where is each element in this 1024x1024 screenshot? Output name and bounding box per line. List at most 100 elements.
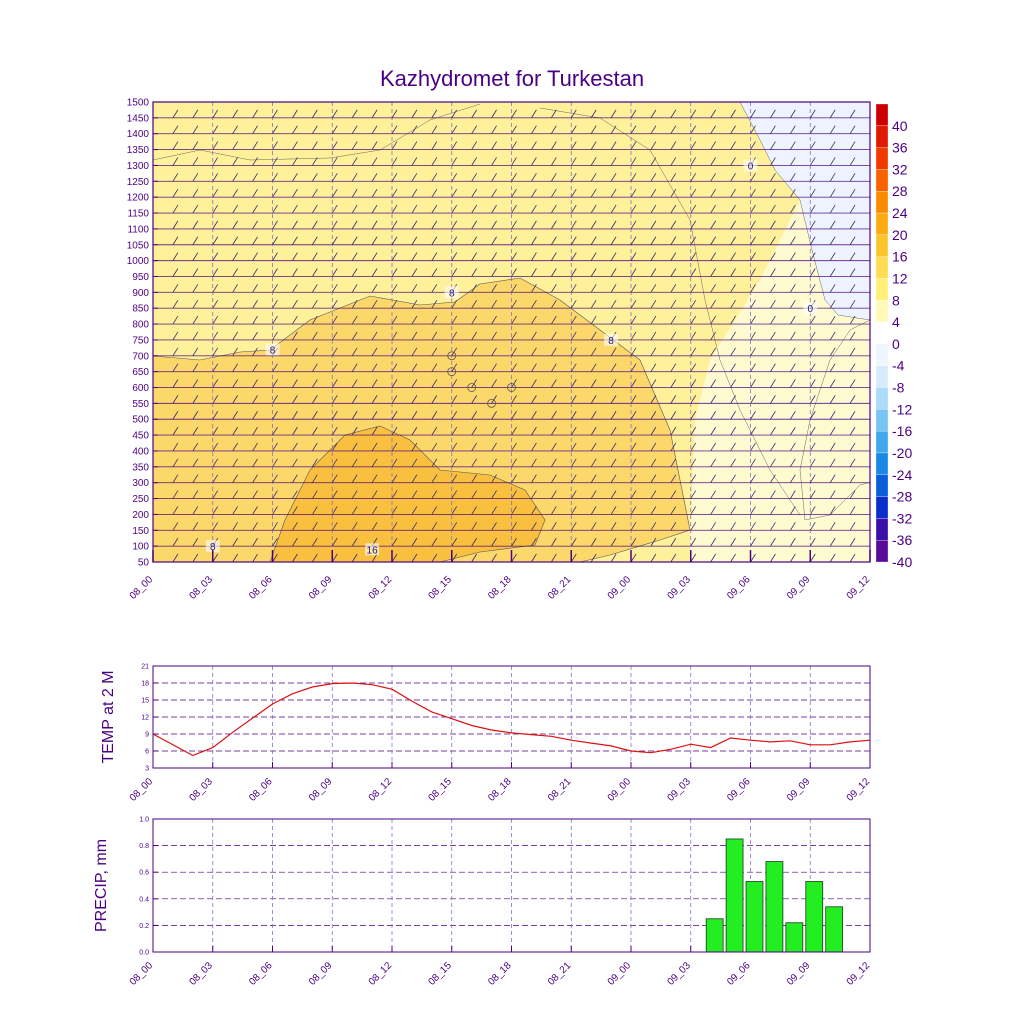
wind-barb	[331, 236, 338, 245]
wind-barb	[311, 537, 318, 547]
wind-barb	[371, 284, 378, 293]
wind-barb	[531, 125, 537, 134]
wind-barb	[570, 284, 577, 293]
wind-barb	[172, 537, 179, 547]
colorbar-label: -4	[892, 358, 905, 374]
wind-barb	[371, 395, 378, 404]
chart-title: Kazhydromet for Turkestan	[380, 66, 644, 91]
wind-barb	[650, 268, 657, 277]
wind-barb	[451, 490, 458, 499]
wind-barb	[451, 506, 458, 515]
wind-barb	[391, 506, 398, 515]
colorbar-swatch	[875, 343, 889, 366]
wind-barb	[789, 173, 796, 182]
wind-barb	[411, 236, 418, 245]
wind-barb	[829, 236, 836, 245]
wind-barb	[829, 379, 836, 388]
wind-barb	[809, 331, 816, 341]
wind-barb	[750, 553, 756, 562]
x-tick-label: 08_00	[128, 776, 156, 804]
wind-barb	[272, 102, 273, 103]
temperature-colorbar: 4036322824201612840-4-8-12-16-20-24-28-3…	[875, 103, 912, 570]
wind-barb	[331, 252, 338, 261]
wind-barb	[232, 379, 239, 388]
wind-barb	[570, 220, 577, 230]
wind-barb	[272, 363, 278, 372]
colorbar-label: 8	[892, 292, 900, 308]
wind-barb	[232, 331, 239, 341]
wind-barb	[690, 125, 697, 134]
wind-barb	[829, 490, 836, 499]
wind-barb	[650, 284, 657, 293]
wind-barb	[511, 141, 517, 150]
wind-barb	[212, 474, 219, 483]
wind-barb	[750, 411, 756, 420]
wind-barb	[192, 331, 199, 341]
wind-barb	[809, 188, 816, 198]
wind-barb	[610, 315, 617, 325]
x-tick-label: 08_15	[426, 574, 454, 602]
wind-barb	[730, 284, 736, 293]
y-tick-label: 800	[132, 320, 149, 331]
wind-barb	[451, 315, 458, 325]
wind-barb	[710, 363, 717, 372]
wind-barb	[471, 220, 478, 230]
wind-barb	[471, 252, 478, 261]
wind-barb	[591, 102, 592, 103]
wind-barb	[789, 347, 796, 357]
colorbar-swatch	[875, 365, 889, 388]
wind-barb	[172, 315, 179, 325]
wind-barb	[431, 220, 438, 230]
contour-label-bg	[604, 333, 619, 346]
wind-barb	[331, 426, 338, 436]
wind-barb	[391, 252, 398, 261]
wind-barb	[292, 109, 298, 119]
wind-barb	[710, 157, 717, 166]
colorbar-swatch	[875, 147, 889, 170]
wind-barb	[550, 125, 557, 134]
wind-barb	[232, 141, 239, 150]
colorbar-swatch	[875, 125, 889, 148]
wind-barb	[451, 553, 458, 562]
wind-barb	[590, 490, 597, 499]
wind-barb	[511, 522, 517, 531]
wind-barb	[252, 411, 258, 420]
wind-barb	[292, 141, 298, 150]
wind-barb	[650, 522, 657, 531]
wind-barb	[471, 188, 478, 198]
wind-barb	[371, 188, 378, 198]
x-tick-label: 09_00	[606, 960, 634, 988]
x-tick-label: 09_12	[845, 776, 873, 804]
wind-barb	[630, 173, 637, 182]
wind-barb	[690, 268, 697, 277]
wind-barb	[212, 220, 219, 230]
wind-barb	[750, 522, 756, 531]
wind-barb	[730, 204, 736, 214]
wind-barb	[730, 347, 736, 357]
y-tick-label: 0.4	[139, 896, 149, 903]
wind-barb	[670, 188, 677, 198]
wind-barb	[710, 102, 712, 103]
wind-barb	[570, 125, 577, 134]
wind-barb	[471, 204, 478, 214]
calm-wind-circle	[487, 398, 496, 408]
wind-barb	[192, 252, 199, 261]
wind-barb	[511, 379, 517, 388]
wind-barb	[730, 553, 736, 562]
wind-barb	[770, 125, 776, 134]
wind-barb	[431, 157, 438, 166]
wind-barb	[710, 474, 717, 483]
wind-barb	[829, 299, 836, 309]
wind-barb	[491, 157, 497, 166]
wind-barb	[272, 188, 278, 198]
wind-barb	[849, 553, 856, 562]
wind-barb	[531, 331, 537, 341]
wind-barb	[292, 426, 298, 436]
wind-barb	[252, 490, 258, 499]
wind-barb	[192, 537, 199, 547]
wind-barb	[272, 458, 278, 468]
wind-barb	[531, 141, 537, 150]
wind-barb	[789, 109, 796, 119]
wind-barb	[810, 102, 811, 103]
wind-barb	[730, 442, 736, 452]
